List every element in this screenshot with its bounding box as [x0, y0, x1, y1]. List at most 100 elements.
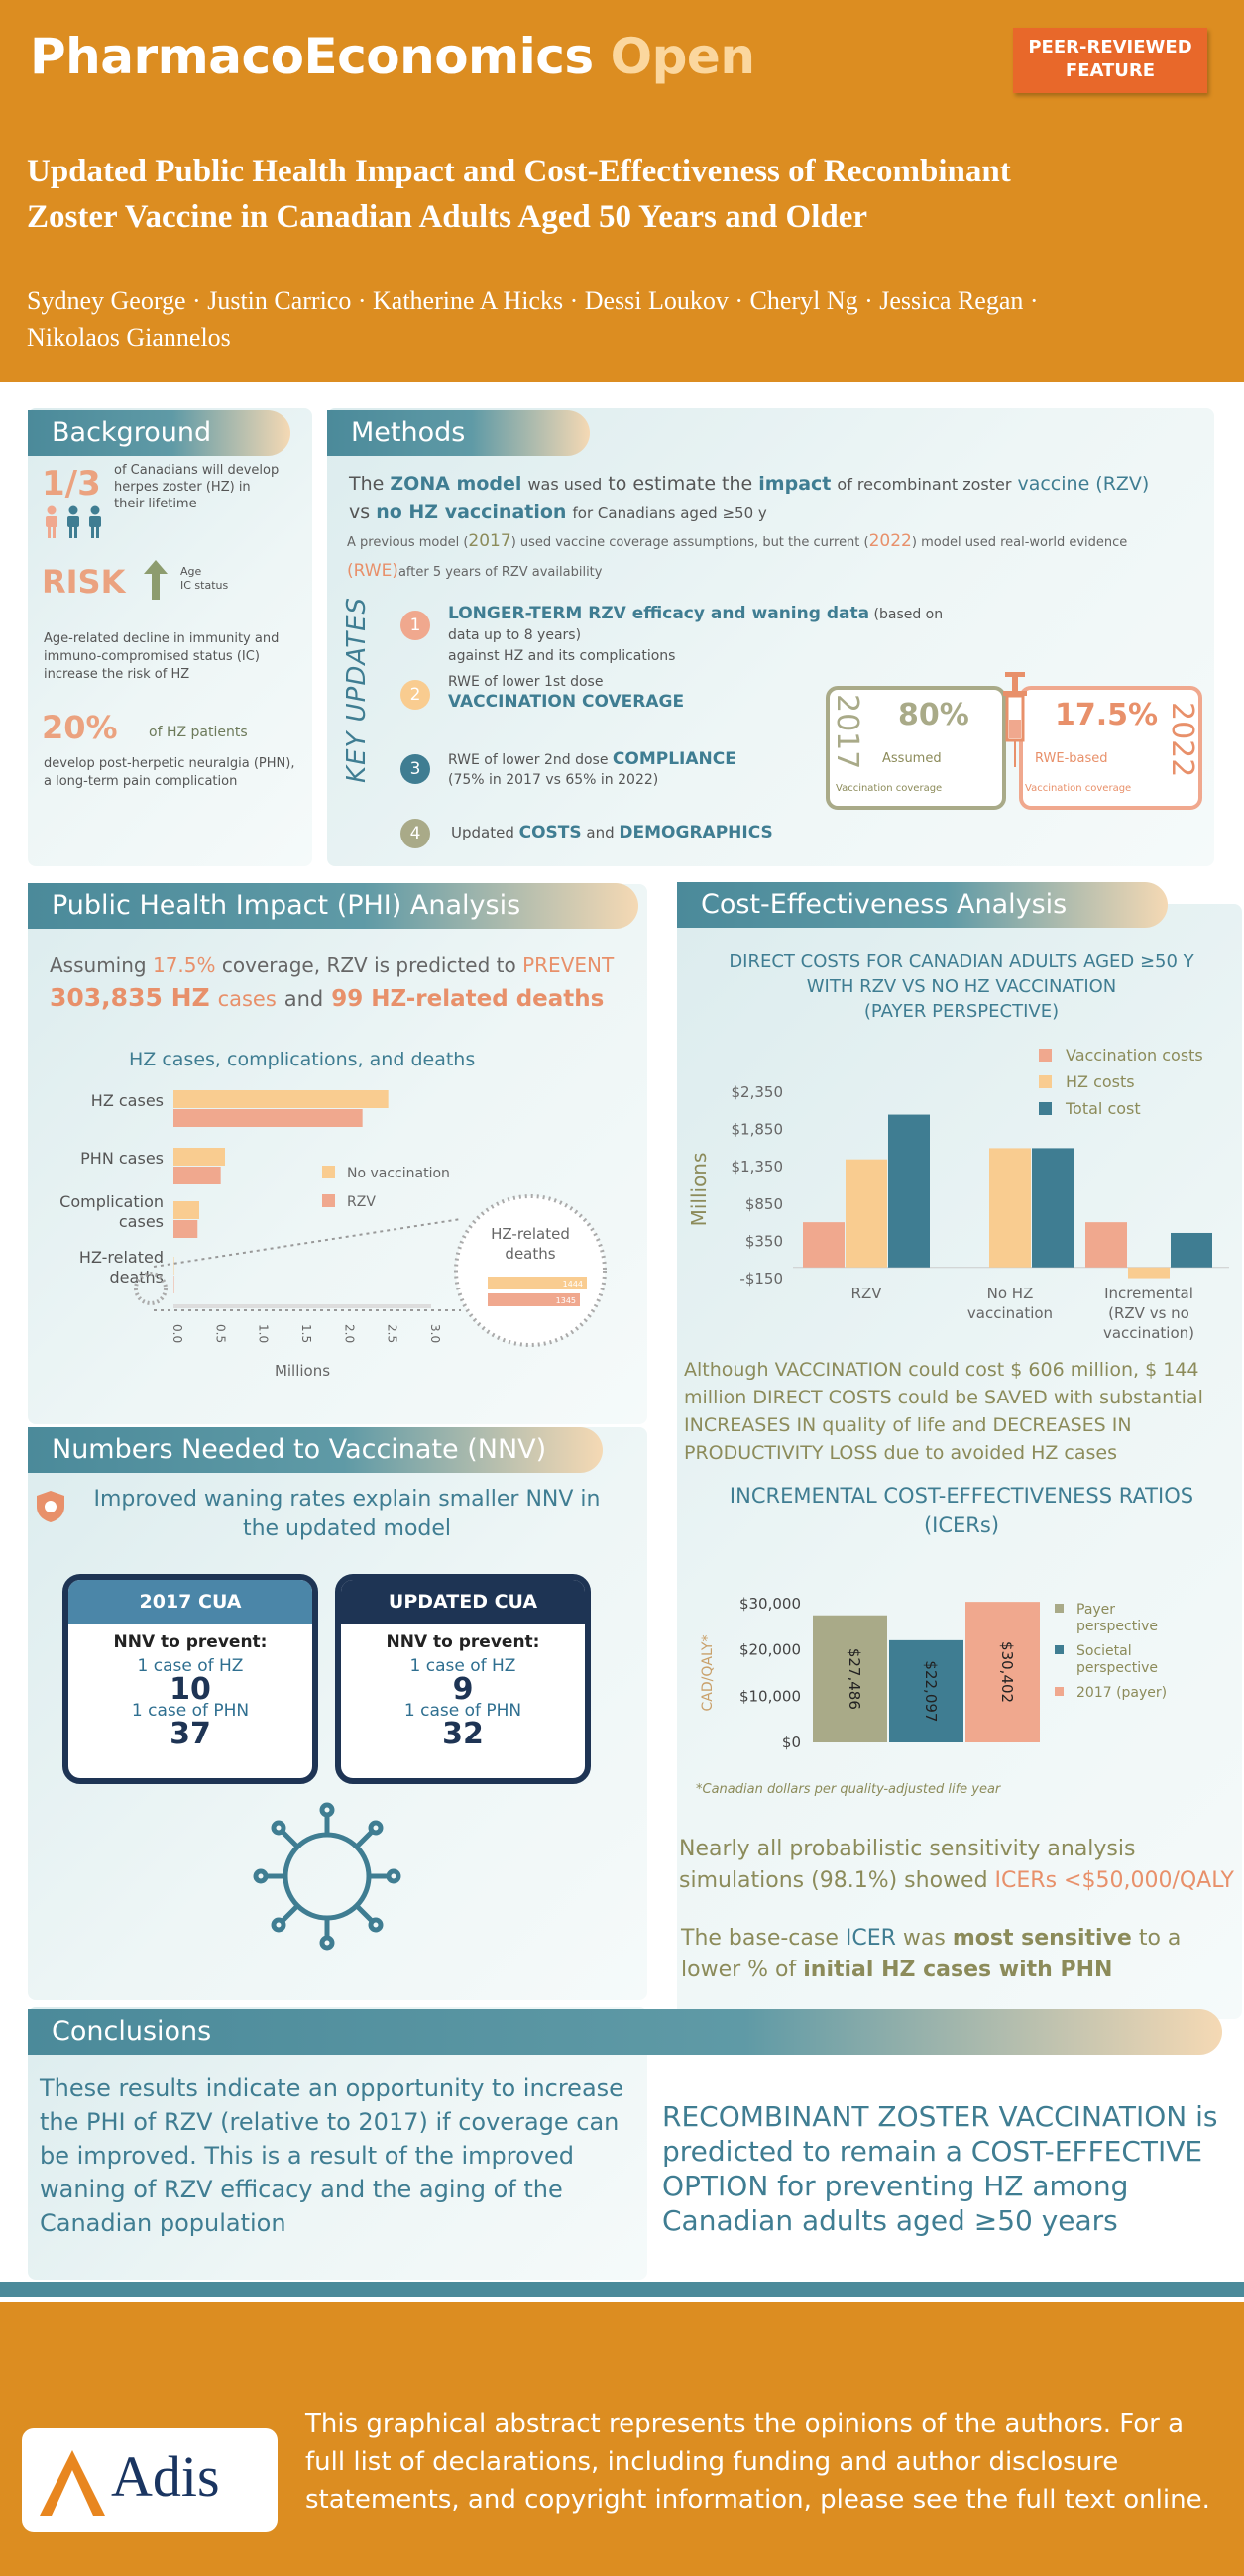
cua-2017-prevent: NNV to prevent:: [113, 1632, 268, 1652]
icer-value-label: $30,402: [998, 1641, 1016, 1703]
key-updates-label: KEY UPDATES: [342, 596, 372, 783]
people-icon: [46, 505, 101, 538]
phi-category-label: HZ cases: [91, 1091, 164, 1110]
update-number-2: 2: [400, 680, 430, 710]
cea-y-axis-label: Millions: [687, 1153, 711, 1227]
nnv-heading: Numbers Needed to Vaccinate (NNV): [28, 1427, 603, 1473]
coverage-2022-sub: Vaccination coverage: [1025, 783, 1132, 794]
conclusions-right: RECOMBINANT ZOSTER VACCINATION is predic…: [662, 2100, 1218, 2237]
icer-legend-swatch: [1055, 1687, 1064, 1696]
background-heading: Background: [28, 410, 290, 456]
percent-stat: 20%: [42, 709, 118, 746]
coverage-2017-year: 2017: [830, 694, 864, 770]
phi-category-label: HZ-related: [79, 1248, 164, 1267]
icer-value-label: $27,486: [846, 1648, 863, 1710]
icer-legend-label: perspective: [1076, 1619, 1158, 1634]
icer-bar: [813, 1615, 887, 1742]
cea-heading: Cost-Effectiveness Analysis: [677, 882, 1168, 928]
phi-category-label: deaths: [109, 1268, 164, 1287]
cua-updated-box: UPDATED CUA NNV to prevent: 1 case of HZ…: [335, 1574, 591, 1784]
update-item-4: Updated COSTS and DEMOGRAPHICS: [451, 823, 773, 842]
phi-bar-rzv: [173, 1109, 363, 1127]
coverage-2022-year: 2022: [1165, 702, 1199, 778]
methods-intro: The ZONA model was used to estimate the …: [349, 473, 1150, 523]
icer-legend-label: Societal: [1076, 1643, 1132, 1659]
cea-legend-label: Total cost: [1065, 1099, 1141, 1118]
article-title: Updated Public Health Impact and Cost-Ef…: [27, 154, 1011, 235]
cua-2017-box: 2017 CUA NNV to prevent: 1 case of HZ 10…: [62, 1574, 318, 1784]
phi-category-label: PHN cases: [80, 1149, 164, 1168]
phi-bar-no-vaccination: [173, 1090, 389, 1108]
fraction-text: of Canadians will develop herpes zoster …: [114, 463, 280, 511]
syringe-icon: [1003, 672, 1027, 767]
phi-bar-rzv: [173, 1167, 221, 1184]
phi-bar-no-vaccination: [173, 1148, 225, 1166]
phi-zoom-bar-rzv: [488, 1293, 580, 1306]
icer-bar: [889, 1639, 963, 1742]
sensitivity-text: The base-case ICER was most sensitive to…: [681, 1926, 1182, 1982]
footer-divider: [0, 2282, 1244, 2297]
cea-bar-total-cost: [1171, 1232, 1212, 1268]
phi-x-tick: 0.0: [170, 1324, 184, 1343]
phi-x-tick: 0.5: [213, 1324, 227, 1343]
cea-category-label: Incremental: [1104, 1285, 1193, 1302]
icer-legend-swatch: [1055, 1604, 1064, 1613]
cea-bar-hz-costs: [989, 1148, 1031, 1268]
phi-x-tick: 3.0: [428, 1324, 442, 1343]
fraction-stat: 1/3: [42, 464, 101, 504]
cea-y-tick: $2,350: [732, 1083, 784, 1101]
cea-legend-swatch: [1039, 1075, 1052, 1088]
cea-y-tick: $1,850: [732, 1121, 784, 1139]
journal-name: PharmacoEconomics Open: [30, 28, 755, 85]
peer-reviewed-badge: PEER-REVIEWED FEATURE: [1013, 28, 1207, 93]
cea-legend-swatch: [1039, 1102, 1052, 1115]
up-arrow-icon: [144, 560, 168, 600]
phi-bar-no-vaccination: [173, 1201, 199, 1219]
update-number-3: 3: [400, 754, 430, 784]
phi-x-tick: 1.5: [299, 1324, 313, 1343]
cua-updated-hz-value: 9: [452, 1672, 474, 1707]
phi-zoom-value: 1444: [563, 1280, 583, 1288]
phi-zoom-bar-no-vaccination: [488, 1277, 587, 1289]
cua-updated-heading: UPDATED CUA: [341, 1580, 585, 1624]
phi-legend-swatch-no-vaccination: [322, 1166, 335, 1178]
methods-heading: Methods: [327, 410, 590, 456]
phn-text: develop post-herpetic neuralgia (PHN), a…: [44, 756, 295, 789]
coverage-2017-box: [826, 686, 1006, 810]
cea-y-tick: $1,350: [732, 1158, 784, 1176]
cea-legend-swatch: [1039, 1049, 1052, 1062]
cea-y-tick: $850: [745, 1195, 783, 1213]
cea-bar-total-cost: [888, 1114, 930, 1268]
cea-category-label: RZV: [851, 1285, 883, 1302]
phi-statement-2: 303,835 HZ cases and 99 HZ-related death…: [50, 983, 605, 1012]
icer-chart: CAD/QALY* $30,000 $20,000 $10,000 $0 $27,486 $…: [700, 1595, 1167, 1751]
cua-2017-phn-value: 37: [170, 1717, 211, 1751]
coverage-2017-label: Assumed: [882, 751, 942, 766]
cua-2017-hz-value: 10: [170, 1672, 211, 1707]
methods-previous-model: A previous model (2017) used vaccine cov…: [347, 531, 1128, 581]
background-panel: [28, 408, 312, 866]
authors: Sydney George · Justin Carrico · Katheri…: [27, 286, 1039, 352]
cea-panel: [677, 904, 1242, 2019]
shield-virus-icon: [37, 1491, 64, 1522]
icer-y-tick: $10,000: [739, 1687, 801, 1705]
coverage-2017-sub: Vaccination coverage: [836, 783, 943, 794]
cua-updated-phn-value: 32: [442, 1717, 484, 1751]
conclusions-left: These results indicate an opportunity to…: [40, 2074, 623, 2237]
phi-legend-rzv: RZV: [347, 1194, 376, 1210]
cea-category-label: No HZ: [987, 1285, 1034, 1302]
percent-label: of HZ patients: [149, 725, 248, 740]
coverage-2022-box: [1019, 686, 1202, 810]
risk-label: RISK: [42, 563, 126, 601]
cea-category-label: vaccination): [1103, 1324, 1194, 1342]
phi-category-label: cases: [119, 1212, 164, 1231]
cea-legend-label: Vaccination costs: [1066, 1046, 1203, 1064]
cea-bar-hz-costs: [846, 1159, 887, 1268]
phi-x-tick: 2.5: [386, 1324, 399, 1343]
update-item-1: LONGER-TERM RZV efficacy and waning data…: [448, 604, 944, 664]
cea-y-tick: $350: [745, 1232, 783, 1250]
phi-zoom-title: deaths: [505, 1245, 555, 1263]
cea-y-tick: -$150: [739, 1270, 783, 1288]
cea-savings-text: Although VACCINATION could cost $ 606 mi…: [684, 1359, 1203, 1464]
cua-updated-prevent: NNV to prevent:: [386, 1632, 540, 1652]
